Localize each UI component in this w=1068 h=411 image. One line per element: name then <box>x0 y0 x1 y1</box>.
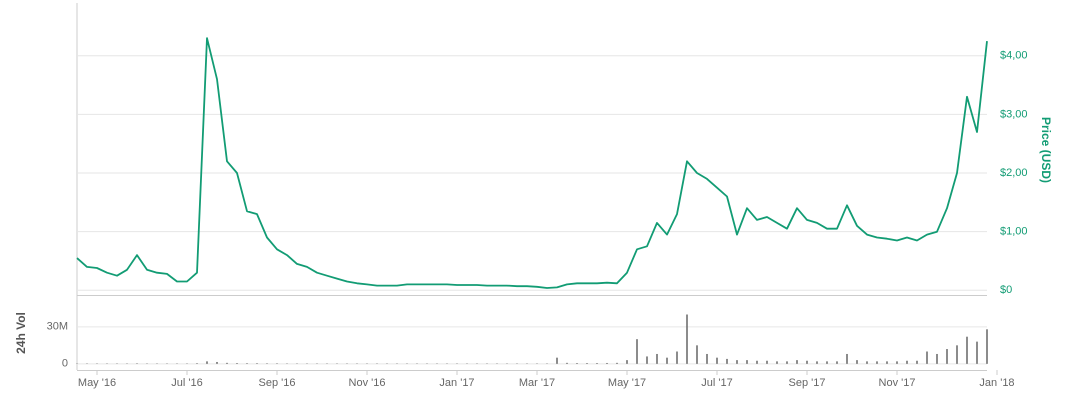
volume-bar <box>696 345 698 364</box>
volume-bar <box>716 357 718 364</box>
x-tick-label: Jan '18 <box>979 377 1014 389</box>
volume-bar <box>886 361 888 364</box>
volume-bar <box>976 341 978 364</box>
x-tick-label: Nov '16 <box>349 377 386 389</box>
volume-bar <box>676 351 678 364</box>
volume-bar <box>806 360 808 364</box>
volume-bar <box>216 361 218 364</box>
volume-bar <box>956 345 958 364</box>
volume-bar <box>586 363 588 364</box>
volume-bar <box>626 360 628 364</box>
volume-bar <box>866 361 868 364</box>
volume-bar <box>706 353 708 364</box>
x-tick-label: May '16 <box>78 377 116 389</box>
volume-bar <box>596 363 598 364</box>
volume-bar <box>566 362 568 364</box>
x-tick-label: Sep '16 <box>259 377 296 389</box>
volume-bar <box>576 363 578 364</box>
volume-bar <box>906 360 908 364</box>
volume-bar <box>196 363 198 364</box>
volume-bar <box>236 363 238 364</box>
x-tick-label: Mar '17 <box>519 377 555 389</box>
volume-bar <box>656 353 658 364</box>
volume-bar <box>736 360 738 364</box>
volume-bar <box>916 360 918 364</box>
y-tick-label: $4,00 <box>1000 50 1028 62</box>
volume-bar <box>556 357 558 364</box>
volume-bar <box>636 339 638 364</box>
y-tick-label: 30M <box>47 321 68 333</box>
volume-bar <box>616 362 618 364</box>
volume-bar <box>646 356 648 364</box>
volume-bar <box>666 357 668 364</box>
volume-bar <box>756 360 758 364</box>
x-tick-label: Sep '17 <box>789 377 826 389</box>
volume-bar <box>846 353 848 364</box>
volume-bar <box>686 314 688 364</box>
volume-bar <box>726 358 728 364</box>
volume-bar <box>606 362 608 364</box>
volume-bar <box>766 360 768 364</box>
x-tick-label: May '17 <box>608 377 646 389</box>
y-tick-label: $0 <box>1000 284 1012 296</box>
volume-bar <box>746 360 748 364</box>
x-tick-label: Jul '16 <box>171 377 202 389</box>
volume-bar <box>946 349 948 364</box>
price-line <box>76 37 988 289</box>
volume-bar <box>786 361 788 364</box>
y-tick-label: $3,00 <box>1000 108 1028 120</box>
x-tick-label: Nov '17 <box>879 377 916 389</box>
price-axis-label: Price (USD) <box>1039 117 1053 183</box>
volume-bar <box>256 363 258 364</box>
volume-bar <box>796 360 798 364</box>
volume-bar <box>986 329 988 364</box>
y-tick-label: $2,00 <box>1000 167 1028 179</box>
volume-bar <box>816 361 818 364</box>
volume-bar <box>836 361 838 364</box>
volume-bar <box>856 360 858 364</box>
y-tick-label: $1,00 <box>1000 226 1028 238</box>
volume-bar <box>206 361 208 364</box>
volume-bar <box>926 351 928 364</box>
volume-bar <box>896 361 898 364</box>
volume-bar <box>936 353 938 364</box>
x-tick-label: Jul '17 <box>701 377 732 389</box>
volume-bar <box>826 361 828 364</box>
volume-bar <box>226 362 228 364</box>
volume-bar <box>876 361 878 364</box>
volume-axis-label: 24h Vol <box>14 312 28 354</box>
y-tick-label: 0 <box>62 358 68 370</box>
volume-bar <box>776 361 778 364</box>
volume-bar <box>246 363 248 364</box>
x-tick-label: Jan '17 <box>439 377 474 389</box>
volume-bar <box>966 336 968 364</box>
